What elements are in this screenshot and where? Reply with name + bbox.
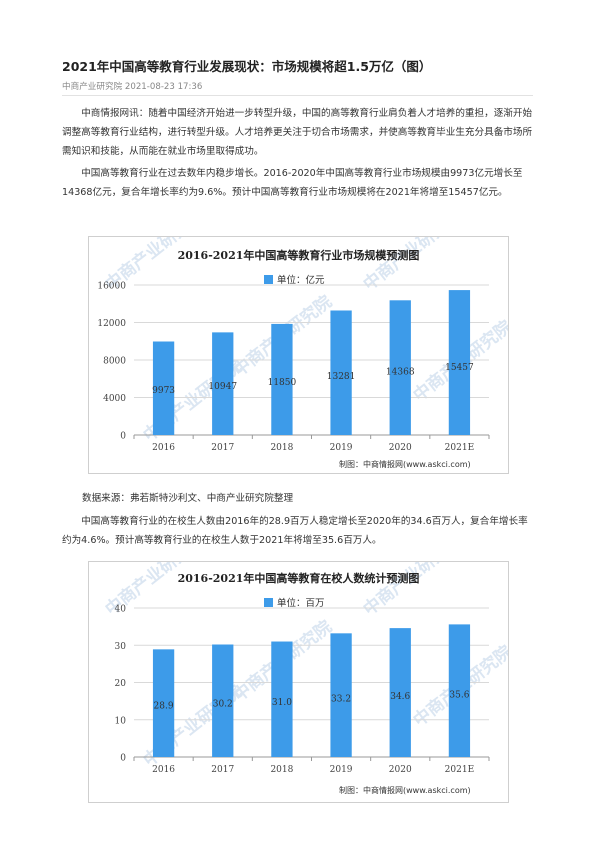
bar-2017 <box>212 332 234 435</box>
x-tick-label-2020: 2020 <box>389 443 412 453</box>
bar-2021E <box>448 624 471 757</box>
bar-2020 <box>389 300 411 435</box>
data-label-2019: 13281 <box>327 372 356 382</box>
data-label-2017: 30.2 <box>213 699 233 709</box>
data-source-note: 数据来源：弗若斯特沙利文、中商产业研究院整理 <box>82 493 294 504</box>
y-tick-label-30: 30 <box>115 642 127 652</box>
market-size-chart: 中商产业研究院中商产业研究院中商产业研究院中商产业研究院中商产业研究院2016-… <box>88 236 509 474</box>
bar-2016 <box>152 341 175 435</box>
watermark-2: 中商产业研究院 <box>359 562 466 620</box>
article-date: 2021-08-23 17:36 <box>124 82 203 92</box>
enrollment-chart-svg: 中商产业研究院中商产业研究院中商产业研究院中商产业研究院中商产业研究院2016-… <box>101 562 508 795</box>
x-tick-label-2017: 2017 <box>211 765 234 775</box>
article-source[interactable]: 中商产业研究院 <box>62 82 123 92</box>
data-label-2021E: 15457 <box>445 363 474 373</box>
article-meta: 中商产业研究院 2021-08-23 17:36 <box>62 80 202 92</box>
y-tick-label-16000: 16000 <box>97 282 126 292</box>
y-tick-label-20: 20 <box>115 679 127 689</box>
data-label-2021E: 35.6 <box>449 690 469 700</box>
y-tick-label-40: 40 <box>115 605 127 615</box>
title-divider <box>62 95 533 96</box>
bar-2017 <box>212 644 234 757</box>
bar-2018 <box>271 641 293 757</box>
legend-swatch <box>264 275 273 284</box>
x-tick-label-2021E: 2021E <box>445 765 474 775</box>
paragraph-intro: 中商情报网讯：随着中国经济开始进一步转型升级，中国的高等教育行业肩负着人才培养的… <box>62 108 533 157</box>
watermark-2: 中商产业研究院 <box>359 237 466 295</box>
x-tick-label-2016: 2016 <box>152 765 175 775</box>
legend-label: 单位：百万 <box>277 597 325 609</box>
data-label-2018: 31.0 <box>272 698 292 708</box>
bar-2019 <box>330 633 352 757</box>
bar-2019 <box>330 310 352 435</box>
x-tick-label-2019: 2019 <box>330 765 353 775</box>
data-label-2016: 9973 <box>152 386 175 396</box>
enrollment-chart: 中商产业研究院中商产业研究院中商产业研究院中商产业研究院中商产业研究院2016-… <box>88 561 509 803</box>
y-tick-label-12000: 12000 <box>97 319 126 329</box>
chart-credit: 制图：中商情报网(www.askci.com) <box>339 785 471 795</box>
chart-credit: 制图：中商情报网(www.askci.com) <box>339 459 471 469</box>
data-label-2018: 11850 <box>268 378 297 388</box>
y-tick-label-8000: 8000 <box>103 357 126 367</box>
paragraph-enrollment: 中国高等教育行业的在校生人数由2016年的28.9百万人稳定增长至2020年的3… <box>62 516 528 546</box>
data-label-2020: 14368 <box>386 367 415 377</box>
x-tick-label-2020: 2020 <box>389 765 412 775</box>
data-label-2017: 10947 <box>208 382 237 392</box>
bar-2018 <box>271 323 293 435</box>
article-title: 2021年中国高等教育行业发展现状：市场规模将超1.5万亿（图） <box>62 59 432 74</box>
chart-title: 2016-2021年中国高等教育行业市场规模预测图 <box>178 248 420 262</box>
x-tick-label-2019: 2019 <box>330 443 353 453</box>
y-tick-label-0: 0 <box>120 432 126 442</box>
paragraph-market-size: 中国高等教育行业在过去数年内稳步增长。2016-2020年中国高等教育行业市场规… <box>62 168 523 198</box>
y-tick-label-10: 10 <box>115 716 127 726</box>
chart-title: 2016-2021年中国高等教育在校人数统计预测图 <box>178 571 420 585</box>
data-label-2019: 33.2 <box>331 694 351 704</box>
legend-swatch <box>264 598 273 607</box>
data-label-2020: 34.6 <box>390 692 410 702</box>
legend-label: 单位：亿元 <box>277 274 325 286</box>
x-tick-label-2018: 2018 <box>270 443 293 453</box>
y-tick-label-4000: 4000 <box>103 394 126 404</box>
market-size-chart-svg: 中商产业研究院中商产业研究院中商产业研究院中商产业研究院中商产业研究院2016-… <box>97 237 508 469</box>
x-tick-label-2021E: 2021E <box>445 443 474 453</box>
x-tick-label-2018: 2018 <box>270 765 293 775</box>
bar-2021E <box>448 290 471 435</box>
data-label-2016: 28.9 <box>154 702 174 712</box>
y-tick-label-0: 0 <box>120 754 126 764</box>
bar-2020 <box>389 628 411 757</box>
bar-2016 <box>152 649 175 757</box>
x-tick-label-2017: 2017 <box>211 443 234 453</box>
x-tick-label-2016: 2016 <box>152 443 175 453</box>
